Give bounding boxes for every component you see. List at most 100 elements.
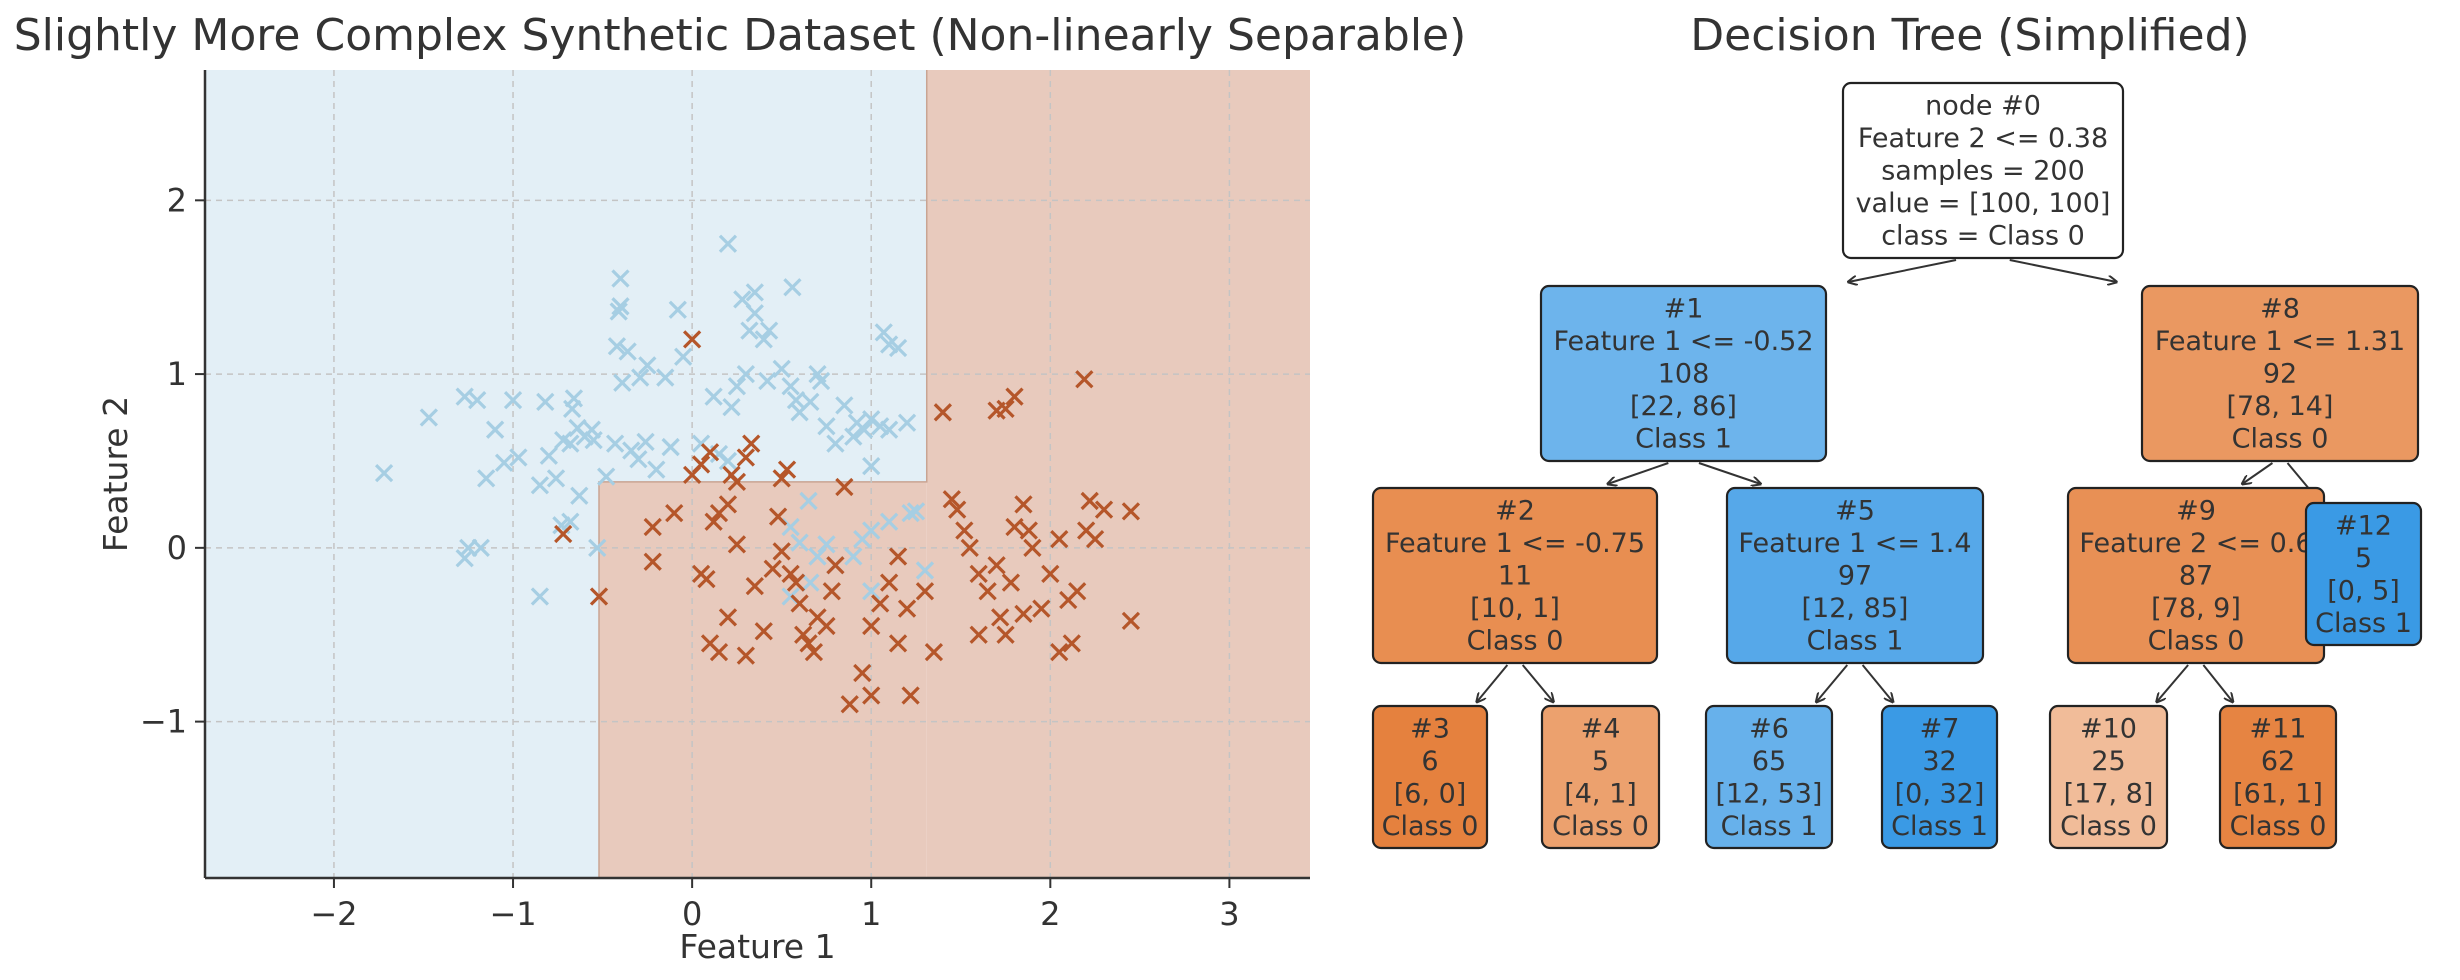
tree-node-box-12 [2304, 501, 2423, 647]
point-class0-0 [554, 524, 573, 544]
point-class1-43 [471, 538, 490, 557]
point-class0-41 [840, 695, 859, 714]
point-class0-32 [790, 594, 809, 613]
tree-node-8-line-3: [78, 14] [2227, 391, 2334, 422]
point-class0-11 [704, 512, 723, 531]
tree-node-11-line-1: 62 [2261, 746, 2295, 777]
point-class1-97 [801, 573, 820, 592]
tree-node-box-1 [1539, 284, 1828, 463]
point-class0-85 [1014, 604, 1033, 624]
point-class1-0 [374, 463, 394, 483]
point-class0-15 [727, 472, 747, 491]
point-class0-10 [700, 443, 720, 462]
point-class1-39 [611, 297, 630, 316]
point-class1-95 [906, 502, 926, 521]
decision-region-0 [205, 70, 600, 878]
point-class1-36 [674, 347, 693, 366]
point-class1-23 [570, 486, 589, 505]
tree-node-1-line-4: Class 1 [1635, 424, 1732, 455]
point-class0-78 [1121, 502, 1141, 521]
point-class0-7 [682, 330, 702, 349]
tree-node-box-2 [1371, 486, 1659, 665]
point-class1-78 [862, 457, 881, 476]
tree-node-1-line-1: Feature 1 <= -0.52 [1553, 326, 1813, 357]
tree-node-11-line-0: #11 [2250, 713, 2307, 744]
point-class0-48 [888, 634, 908, 653]
point-class0-20 [709, 642, 729, 662]
tree-node-6-line-2: [12, 53] [1716, 778, 1823, 809]
point-class1-79 [783, 278, 802, 297]
tree-node-6-line-3: Class 1 [1721, 811, 1818, 842]
point-class0-67 [1023, 538, 1042, 557]
point-class0-55 [948, 500, 967, 519]
tree-node-0-line-3: value = [100, 100] [1856, 188, 2111, 219]
point-class1-58 [754, 330, 773, 349]
tree-node-12-line-1: 5 [2355, 543, 2372, 574]
point-class1-32 [631, 368, 650, 387]
point-class1-59 [718, 234, 738, 253]
point-class0-42 [853, 663, 872, 683]
point-class0-25 [763, 559, 782, 578]
point-class1-29 [618, 342, 637, 361]
point-class1-22 [561, 512, 580, 531]
point-class0-79 [1121, 611, 1141, 630]
tree-node-3-line-3: Class 0 [1382, 811, 1479, 842]
tree-node-9-line-1: Feature 2 <= 0.6 [2079, 528, 2312, 559]
tree-node-0-line-0: node #0 [1925, 91, 2041, 122]
point-class1-6 [477, 469, 496, 488]
tree-node-10-line-0: #10 [2080, 713, 2137, 744]
point-class0-31 [786, 573, 806, 592]
point-class0-72 [1062, 634, 1081, 653]
point-class1-37 [668, 300, 687, 319]
tree-node-5-line-2: 97 [1838, 561, 1872, 592]
tree-node-7-line-3: Class 1 [1891, 811, 1988, 842]
point-class1-10 [536, 392, 555, 412]
y-axis-label: Feature 2 [96, 396, 135, 552]
point-class1-70 [826, 434, 845, 453]
point-class1-60 [760, 321, 779, 340]
tree-node-4: #45[4, 1]Class 0 [1540, 704, 1661, 850]
point-class0-6 [691, 455, 711, 474]
point-class1-94 [901, 503, 920, 523]
decision-region-2 [926, 70, 1310, 878]
tree-node-box-11 [2218, 704, 2338, 850]
point-class1-88 [817, 535, 836, 554]
point-class0-68 [1032, 599, 1051, 618]
point-class0-35 [804, 642, 824, 662]
tree-node-0-line-2: samples = 200 [1881, 156, 2085, 187]
point-class0-16 [727, 535, 747, 554]
point-class0-13 [718, 495, 738, 514]
point-class0-34 [799, 634, 818, 653]
tree-node-11-line-3: Class 0 [2230, 811, 2327, 842]
point-class0-62 [996, 625, 1015, 644]
point-class1-74 [854, 420, 874, 439]
tree-node-3-line-0: #3 [1410, 713, 1450, 744]
point-class0-57 [960, 538, 979, 557]
point-class0-77 [1094, 500, 1114, 519]
point-class0-33 [794, 625, 813, 644]
point-class1-5 [503, 391, 523, 410]
point-class1-25 [605, 434, 625, 453]
tree-edge-2-4 [1521, 664, 1554, 702]
point-class0-22 [736, 646, 755, 665]
x-tick-label-5: 3 [1219, 895, 1239, 933]
tree-edge-0-8 [2009, 259, 2117, 282]
point-class1-1 [419, 408, 438, 427]
point-class0-1 [589, 587, 609, 606]
tree-node-box-6 [1704, 704, 1834, 850]
tree-node-6-line-0: #6 [1749, 713, 1789, 744]
point-class1-34 [656, 368, 675, 387]
tree-node-5-line-4: Class 1 [1807, 626, 1904, 657]
tree-node-9-line-0: #9 [2176, 496, 2216, 527]
tree-node-7-line-2: [0, 32] [1895, 778, 1985, 809]
point-class0-17 [736, 448, 755, 467]
tree-node-4-line-2: [4, 1] [1564, 778, 1637, 809]
tree-node-2-line-1: Feature 1 <= -0.75 [1385, 528, 1645, 559]
point-class1-93 [880, 512, 899, 531]
point-class1-11 [539, 446, 558, 465]
tree-node-3: #36[6, 0]Class 0 [1371, 704, 1489, 850]
tree-node-8-line-2: 92 [2263, 359, 2297, 390]
